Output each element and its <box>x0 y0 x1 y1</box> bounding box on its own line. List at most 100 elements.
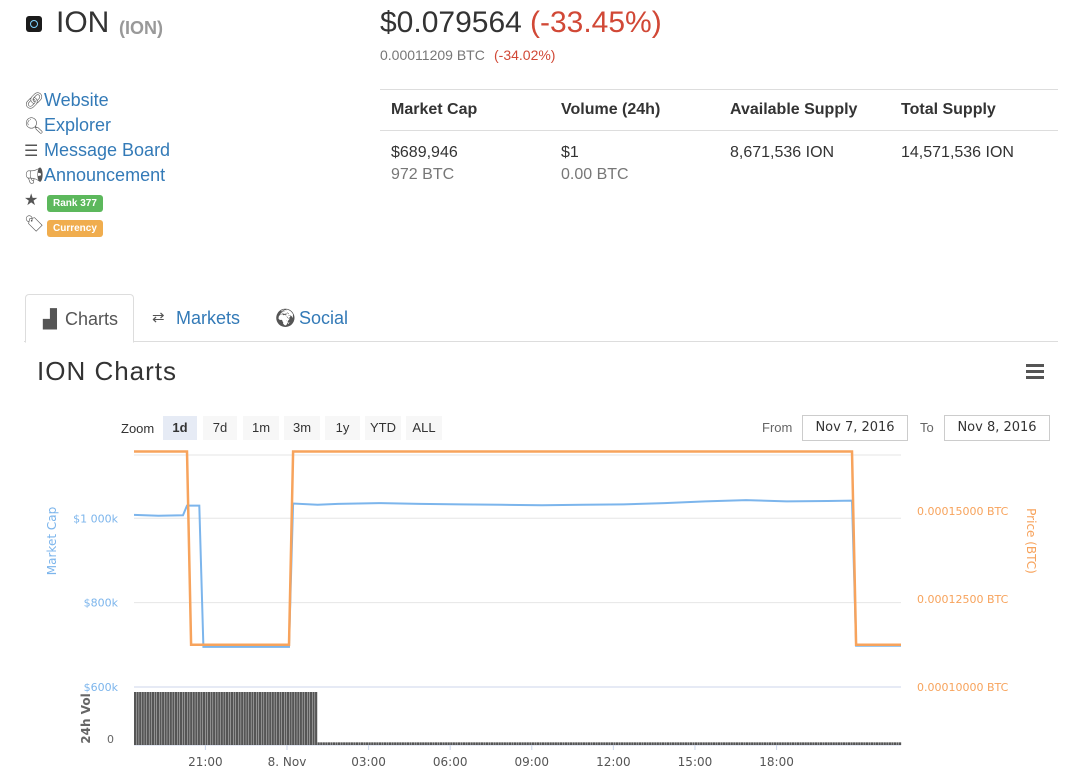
volume-bar <box>409 742 412 745</box>
volume-bar <box>738 742 741 745</box>
volume-bar <box>600 742 603 745</box>
volume-bar <box>756 742 759 745</box>
volume-bar <box>863 742 866 745</box>
zoom-3m-button[interactable]: 3m <box>284 416 320 440</box>
volume-bar <box>179 692 183 745</box>
volume-bar <box>536 742 540 745</box>
volume-bar <box>830 742 833 745</box>
volume-bar <box>432 742 435 745</box>
tab-markets[interactable]: ⇄ Markets <box>152 308 241 328</box>
volume-bar <box>490 742 494 745</box>
volume-bar <box>281 692 285 745</box>
chart-menu-icon[interactable] <box>1026 364 1044 382</box>
range-to-input[interactable]: Nov 8, 2016 <box>944 415 1050 441</box>
price-btc-line <box>134 450 901 647</box>
volume-bar <box>368 742 371 745</box>
volume-bar <box>883 742 886 745</box>
volume-bar <box>687 742 690 745</box>
volume-bar <box>205 692 208 745</box>
volume-bar <box>246 692 249 745</box>
volume-bar <box>233 692 236 745</box>
volume-bar <box>779 742 782 745</box>
volume-bar <box>360 742 364 745</box>
volume-bar <box>641 742 644 745</box>
volume-bar <box>524 742 527 745</box>
volume-bar <box>322 742 325 745</box>
volume-bar <box>330 742 333 745</box>
volume-bar <box>626 742 629 745</box>
rank-badge: Rank 377 <box>47 195 103 212</box>
volume-bar <box>661 742 665 745</box>
price-usd: $0.079564 <box>380 6 522 39</box>
coin-name: ION <box>56 6 110 39</box>
zoom-1y-button[interactable]: 1y <box>325 416 360 440</box>
zoom-1m-button[interactable]: 1m <box>243 416 279 440</box>
volume-bar <box>460 742 463 745</box>
range-from-input[interactable]: Nov 7, 2016 <box>802 415 908 441</box>
volume-bar <box>572 742 575 745</box>
volume-bar <box>562 742 565 745</box>
volume-bar <box>241 692 244 745</box>
volume-bar <box>399 742 402 745</box>
volume-bar <box>353 742 356 745</box>
tab-charts[interactable]: ▟ Charts <box>25 294 134 343</box>
volume-bar <box>238 692 241 745</box>
volume-bar <box>210 692 213 745</box>
volume-bar <box>434 742 438 745</box>
volume-bar <box>417 742 420 745</box>
right-tick-label: 0.00015000 BTC <box>917 505 1009 518</box>
volume-bar <box>592 742 596 745</box>
volume-bar <box>513 742 517 745</box>
volume-bar <box>651 742 654 745</box>
volume-bar <box>646 742 649 745</box>
volume-bar <box>419 742 422 745</box>
volume-bar <box>679 742 682 745</box>
volume-bar <box>796 742 800 745</box>
volume-bar <box>195 692 198 745</box>
header-volume: Volume (24h) <box>561 101 661 118</box>
volume-bar <box>580 742 583 745</box>
volume-bar <box>335 742 338 745</box>
volume-bar <box>304 692 308 745</box>
x-tick-label: 21:00 <box>188 755 223 769</box>
price-chart: $1 000k $800k $600k 0.00015000 BTC 0.0001250… <box>45 450 1038 769</box>
volume-bar <box>725 742 728 745</box>
volume-bar <box>264 692 267 745</box>
volume-bar <box>570 742 573 745</box>
volume-bar <box>478 742 481 745</box>
volume-bar <box>312 692 315 745</box>
message-board-link[interactable]: ☰ Message Board <box>24 140 171 160</box>
volume-bar <box>447 742 450 745</box>
volume-bar <box>450 742 453 745</box>
volume-bar <box>720 742 723 745</box>
volume-bar <box>207 692 211 745</box>
volume-bar <box>437 742 440 745</box>
volume-bar <box>345 742 348 745</box>
volume-bar <box>554 742 557 745</box>
volume-bar <box>886 742 889 745</box>
zoom-1d-button[interactable]: 1d <box>163 416 197 440</box>
explorer-link[interactable]: 🔍︎Explorer <box>24 115 112 135</box>
volume-bar <box>519 742 522 745</box>
zoom-ytd-button[interactable]: YTD <box>365 416 401 440</box>
left-axis-title: Market Cap <box>45 507 59 575</box>
volume-bar <box>253 692 257 745</box>
volume-bar <box>473 742 476 745</box>
zoom-7d-button[interactable]: 7d <box>203 416 237 440</box>
total-supply: 14,571,536 ION <box>901 144 1014 161</box>
volume-bar <box>814 742 818 745</box>
volume-bar <box>286 692 290 745</box>
volume-bar <box>429 742 432 745</box>
announcement-link[interactable]: 📢︎Announcement <box>24 165 166 185</box>
stats-table: Market Cap Volume (24h) Available Supply… <box>380 89 1058 183</box>
website-link[interactable]: 🔗︎Website <box>24 90 109 110</box>
range-from-label: From <box>762 420 793 435</box>
tab-social[interactable]: 🌍︎ Social <box>274 308 349 328</box>
volume-bar <box>807 742 810 745</box>
zoom-all-button[interactable]: ALL <box>406 416 442 440</box>
volume-bar <box>493 742 496 745</box>
volume-bar <box>315 692 318 745</box>
volume-bar <box>470 742 473 745</box>
volume-bar <box>674 742 677 745</box>
volume-bar <box>496 742 499 745</box>
